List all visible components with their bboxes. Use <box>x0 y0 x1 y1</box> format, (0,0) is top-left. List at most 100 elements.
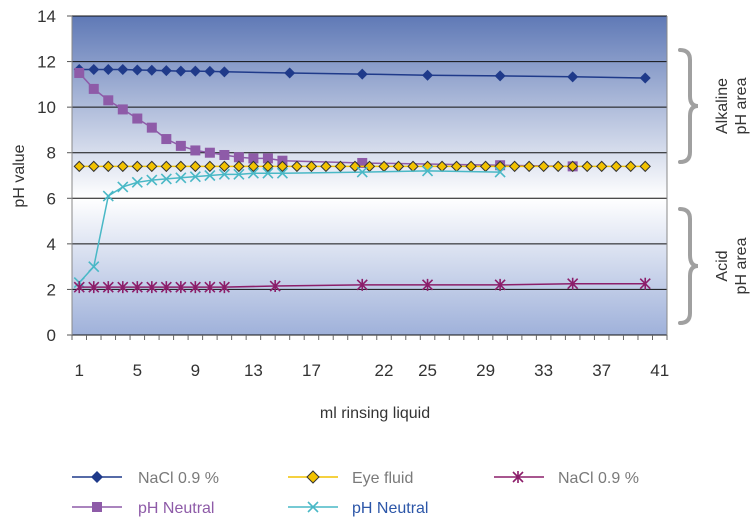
point-s4-10 <box>204 169 216 182</box>
legend-item-2: pH Neutral <box>72 500 214 517</box>
y-axis-ticks: 0 2 4 6 8 10 12 14 <box>37 7 56 345</box>
point-s3-38 <box>610 160 622 173</box>
legend-label-3: Eye fluid <box>352 470 413 487</box>
point-s3-31 <box>508 160 521 173</box>
point-s5-5 <box>131 281 143 294</box>
point-s4-12 <box>233 168 245 180</box>
point-s2-10 <box>204 147 215 158</box>
point-s5-8 <box>175 281 187 294</box>
point-s5-15 <box>494 278 506 291</box>
point-s4-7 <box>160 173 172 185</box>
x-tick-label-3: 13 <box>244 361 263 380</box>
alkaline-brace <box>678 48 699 164</box>
point-s4-2 <box>88 261 100 273</box>
point-s2-2 <box>88 83 99 94</box>
point-s1-14 <box>422 69 434 81</box>
point-s5-9 <box>189 281 201 294</box>
x-axis-ticks: 1 5 9 13 17 22 25 29 33 37 41 <box>71 335 669 380</box>
legend-marker-4 <box>307 501 319 513</box>
point-s2-8 <box>175 140 186 151</box>
legend-item-3: Eye fluid <box>288 470 413 487</box>
point-s3-40 <box>639 160 651 173</box>
series-5 <box>73 277 651 294</box>
point-s1-11 <box>218 66 230 78</box>
point-s3-2 <box>88 160 100 173</box>
point-s3-5 <box>131 160 144 173</box>
point-s4-18 <box>494 166 506 178</box>
point-s5-1 <box>73 281 85 294</box>
point-s1-17 <box>639 72 651 84</box>
point-s4-9 <box>189 171 201 183</box>
legend-marker-5 <box>512 471 524 483</box>
point-s5-4 <box>117 281 129 294</box>
series-layer <box>73 64 651 294</box>
point-s1-15 <box>494 70 506 82</box>
point-s5-3 <box>102 281 114 294</box>
point-s3-4 <box>117 160 129 173</box>
point-s5-14 <box>421 278 434 291</box>
x-tick-label-2: 9 <box>191 361 200 380</box>
point-s3-13 <box>247 160 260 173</box>
point-s3-12 <box>233 160 245 173</box>
point-s5-12 <box>269 280 281 293</box>
point-s2-11 <box>219 149 230 160</box>
legend-item-4: pH Neutral <box>288 500 428 517</box>
point-s3-1 <box>73 160 85 173</box>
x-tick-label-8: 33 <box>534 361 553 380</box>
point-s3-17 <box>305 160 318 173</box>
point-s3-11 <box>218 160 231 173</box>
point-s1-5 <box>131 64 143 76</box>
x-tick-label-4: 17 <box>302 361 321 380</box>
point-s4-11 <box>218 168 230 180</box>
point-s1-10 <box>204 65 216 77</box>
point-s2-5 <box>132 113 143 124</box>
grid-lines <box>67 15 668 336</box>
legend-marker-3 <box>306 470 320 484</box>
legend-marker-1 <box>91 471 103 483</box>
point-s5-17 <box>639 277 651 290</box>
x-tick-label-5: 22 <box>375 361 394 380</box>
point-s4-14 <box>262 167 274 179</box>
x-tick-label-10: 41 <box>650 361 669 380</box>
point-s1-4 <box>117 64 129 76</box>
legend-label-4: pH Neutral <box>352 500 428 517</box>
point-s3-6 <box>146 160 158 173</box>
point-s4-3 <box>102 190 114 202</box>
point-s2-12 <box>233 152 244 163</box>
point-s3-14 <box>262 160 274 173</box>
y-tick-label-1: 2 <box>47 280 56 299</box>
y-tick-label-3: 6 <box>47 189 56 208</box>
acid-brace <box>678 207 699 325</box>
point-s1-13 <box>356 68 368 80</box>
x-tick-label-7: 29 <box>476 361 495 380</box>
point-s2-4 <box>117 104 128 115</box>
point-s3-19 <box>334 160 347 173</box>
point-s2-14 <box>262 153 273 164</box>
point-s2-9 <box>190 145 201 156</box>
acid-label-1: Acid <box>714 250 731 281</box>
point-s3-33 <box>537 160 550 173</box>
x-tick-label-0: 1 <box>75 361 84 380</box>
alkaline-label-1: Alkaline <box>714 78 731 134</box>
acid-bracket: Acid pH area <box>678 207 750 325</box>
point-s3-34 <box>552 160 564 173</box>
point-s3-18 <box>320 160 332 173</box>
point-s4-17 <box>421 165 434 177</box>
legend-label-2: pH Neutral <box>138 500 214 517</box>
alkaline-label-2: pH area <box>733 77 750 134</box>
y-tick-label-7: 14 <box>37 7 56 26</box>
x-tick-label-1: 5 <box>133 361 142 380</box>
point-s2-1 <box>74 67 85 78</box>
point-s3-10 <box>204 160 216 173</box>
point-s3-3 <box>102 160 114 173</box>
legend: NaCl 0.9 % pH Neutral Eye fluid pH Neutr… <box>72 470 639 517</box>
x-tick-label-6: 25 <box>418 361 437 380</box>
acid-band <box>72 198 667 335</box>
point-s4-16 <box>356 166 368 178</box>
point-s5-11 <box>218 281 230 294</box>
point-s4-8 <box>175 172 187 184</box>
point-s1-9 <box>189 65 201 77</box>
series-2 <box>74 67 578 172</box>
y-tick-label-2: 4 <box>47 235 56 254</box>
series-3 <box>73 160 651 173</box>
